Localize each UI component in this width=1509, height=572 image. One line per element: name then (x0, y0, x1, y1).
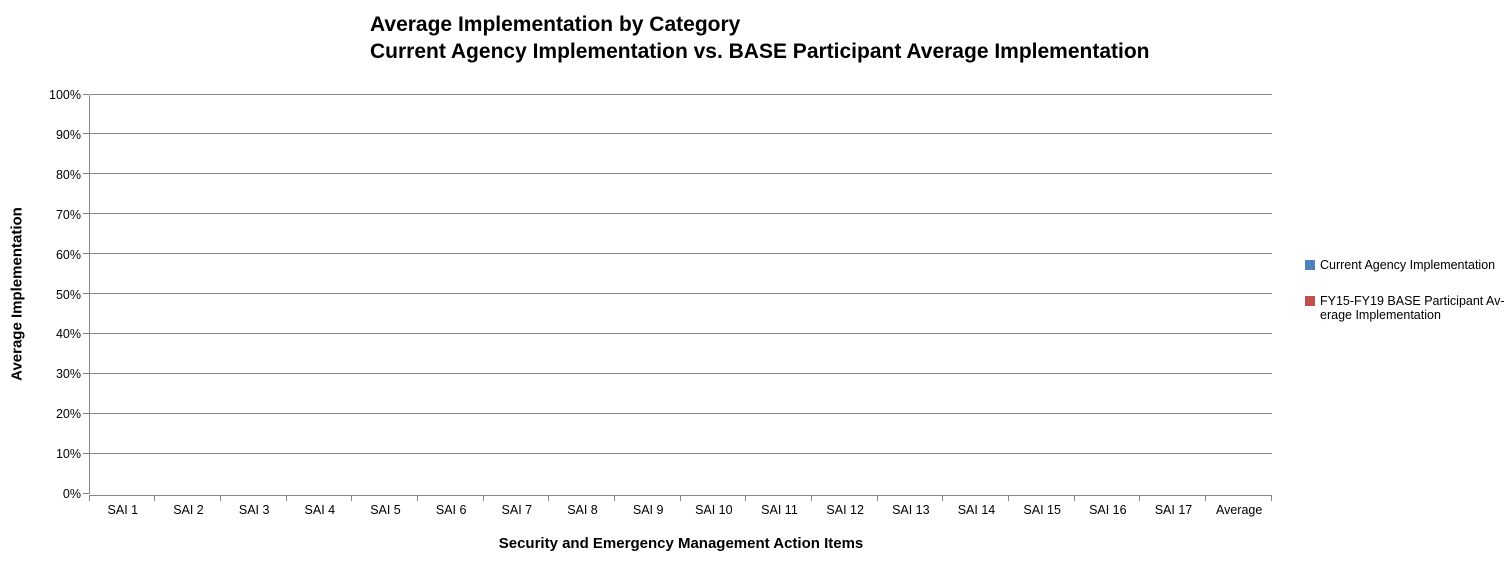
y-axis-tick (83, 412, 89, 414)
y-axis-tick-label: 0% (62, 487, 81, 501)
gridline (90, 412, 1272, 414)
plot-area (83, 93, 1272, 501)
y-axis-tick-label: 100% (49, 88, 81, 102)
x-axis-tick-label: SAI 2 (173, 503, 204, 517)
y-axis-tick (83, 213, 89, 215)
y-axis-tick-label: 50% (55, 287, 81, 302)
legend-color-swatch (1305, 296, 1315, 306)
x-axis-tick-label: SAI 4 (304, 503, 336, 517)
x-axis-tick (88, 495, 90, 501)
y-axis-tick (83, 332, 89, 334)
chart-title-line2: Current Agency Implementation vs. BASE P… (370, 40, 1150, 63)
y-axis-tick (83, 452, 89, 454)
legend-item: FY15-FY19 BASE Participant Av-erage Impl… (1305, 294, 1505, 322)
y-axis-tick-label: 80% (55, 167, 81, 182)
y-axis-tick (83, 293, 89, 294)
x-axis-tick (942, 495, 944, 501)
x-axis-tick (154, 495, 156, 501)
x-axis-tick (1007, 495, 1009, 501)
x-axis-tick-label: SAI 6 (435, 503, 467, 517)
x-axis-tick (745, 495, 747, 501)
x-axis-tick (613, 495, 615, 501)
x-axis-tick-label: SAI 1 (107, 503, 139, 517)
gridline (90, 213, 1272, 215)
x-axis-tick (679, 495, 681, 501)
y-axis-tick (83, 492, 89, 494)
gridline (90, 372, 1272, 374)
y-axis-tick-label: 10% (55, 447, 81, 462)
x-axis-tick (1270, 495, 1272, 501)
y-axis-tick (83, 372, 89, 374)
y-axis-tick (83, 253, 89, 255)
x-axis-tick-label: SAI 9 (632, 503, 664, 517)
x-axis-tick-label: SAI 7 (501, 503, 533, 517)
legend-item-label-line: Current Agency Implementation (1320, 258, 1496, 272)
x-axis-tick-label: SAI 12 (826, 503, 864, 517)
x-axis-tick (810, 495, 812, 501)
legend-item-label-line: erage Implementation (1320, 308, 1441, 322)
chart-title-line1: Average Implementation by Category (370, 13, 741, 36)
x-axis-tick (219, 495, 221, 501)
x-axis-tick-label: SAI 11 (761, 503, 798, 517)
legend-item-label: FY15-FY19 BASE Participant Av-erage Impl… (1320, 294, 1505, 322)
legend: Current Agency Implementation FY15-FY19 B… (1305, 258, 1505, 322)
x-axis-tick-label: SAI 13 (892, 503, 930, 517)
y-axis-tick-label: 30% (55, 367, 81, 382)
x-axis-tick (876, 495, 878, 501)
gridline (90, 93, 1272, 95)
gridline (90, 173, 1272, 175)
y-axis-tick-label: 20% (55, 407, 81, 422)
x-axis-tick (285, 495, 287, 501)
y-axis-tick (83, 173, 89, 175)
x-axis-tick-label: SAI 15 (1023, 503, 1061, 517)
gridline (90, 452, 1272, 454)
x-axis-tick (548, 495, 550, 501)
x-axis-tick (351, 495, 353, 501)
gridline (90, 293, 1272, 294)
legend-item-label: Current Agency Implementation (1320, 258, 1495, 272)
gridline (90, 332, 1272, 334)
legend-color-swatch (1305, 260, 1315, 270)
gridline (90, 253, 1272, 255)
x-axis-tick-label: SAI 16 (1089, 503, 1127, 517)
y-axis-tick (83, 133, 89, 135)
x-axis-tick-label: SAI 14 (957, 503, 996, 517)
x-axis-tick (482, 495, 484, 501)
x-axis-title: Security and Emergency Management Action… (498, 535, 864, 552)
legend-item-label-line: FY15-FY19 BASE Participant Av- (1320, 294, 1505, 308)
y-axis-tick (83, 93, 89, 95)
x-axis-tick (1204, 495, 1206, 501)
x-axis-tick-label: SAI 17 (1154, 503, 1193, 517)
gridline (90, 133, 1272, 135)
x-axis-tick-label: SAI 5 (370, 503, 401, 517)
y-axis-tick-label: 70% (55, 207, 81, 222)
y-axis-title: Average Implementation (8, 207, 26, 381)
x-axis-tick (1139, 495, 1141, 501)
x-axis-tick-label: SAI 10 (695, 503, 733, 517)
x-axis-tick (416, 495, 418, 501)
y-axis-line (88, 95, 90, 494)
chart-title: Average Implementation by Category Curre… (370, 11, 1150, 65)
x-axis-tick (1073, 495, 1075, 501)
x-axis-tick-label: SAI 8 (567, 503, 598, 517)
x-axis-tick-label: SAI 3 (238, 503, 270, 517)
y-axis-tick-label: 40% (55, 327, 81, 342)
y-axis-tick-label: 60% (55, 247, 81, 262)
y-axis-tick-label: 90% (55, 127, 81, 142)
x-axis-tick-label: Average (1215, 503, 1263, 517)
legend-item: Current Agency Implementation (1305, 258, 1505, 272)
